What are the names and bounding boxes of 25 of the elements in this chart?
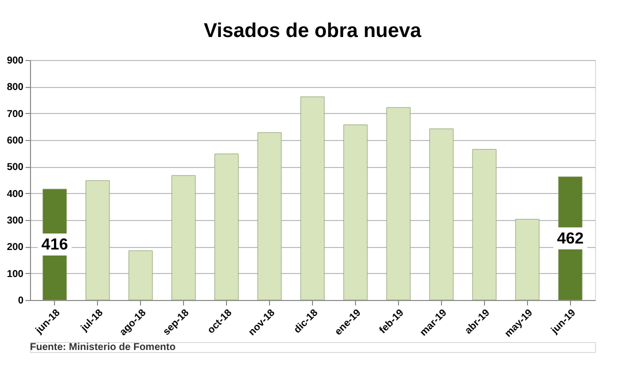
chart-title: Visados de obra nueva — [204, 20, 422, 42]
data-label: 462 — [556, 230, 584, 248]
bar — [429, 128, 454, 300]
bar — [257, 132, 282, 300]
y-tick-label: 300 — [6, 216, 24, 226]
y-tick-label: 100 — [6, 268, 24, 280]
y-tick-label: 400 — [6, 188, 24, 200]
bar — [300, 96, 325, 300]
y-tick-label: 0 — [18, 296, 24, 306]
source-note: Fuente: Ministerio de Fomento — [30, 342, 176, 353]
bar — [386, 107, 410, 300]
data-label: 416 — [41, 236, 68, 254]
bar — [472, 149, 496, 300]
bar — [128, 250, 153, 300]
y-tick-label: 800 — [6, 82, 24, 94]
bar — [515, 218, 540, 300]
y-tick-label: 200 — [6, 242, 24, 254]
bar — [214, 154, 239, 300]
y-tick-label: 700 — [6, 108, 24, 120]
y-tick-label: 500 — [6, 162, 24, 174]
bar — [172, 175, 196, 300]
y-tick-label: 900 — [6, 56, 24, 66]
y-tick-label: 600 — [6, 136, 24, 146]
bar — [343, 124, 368, 300]
bar — [86, 180, 110, 300]
